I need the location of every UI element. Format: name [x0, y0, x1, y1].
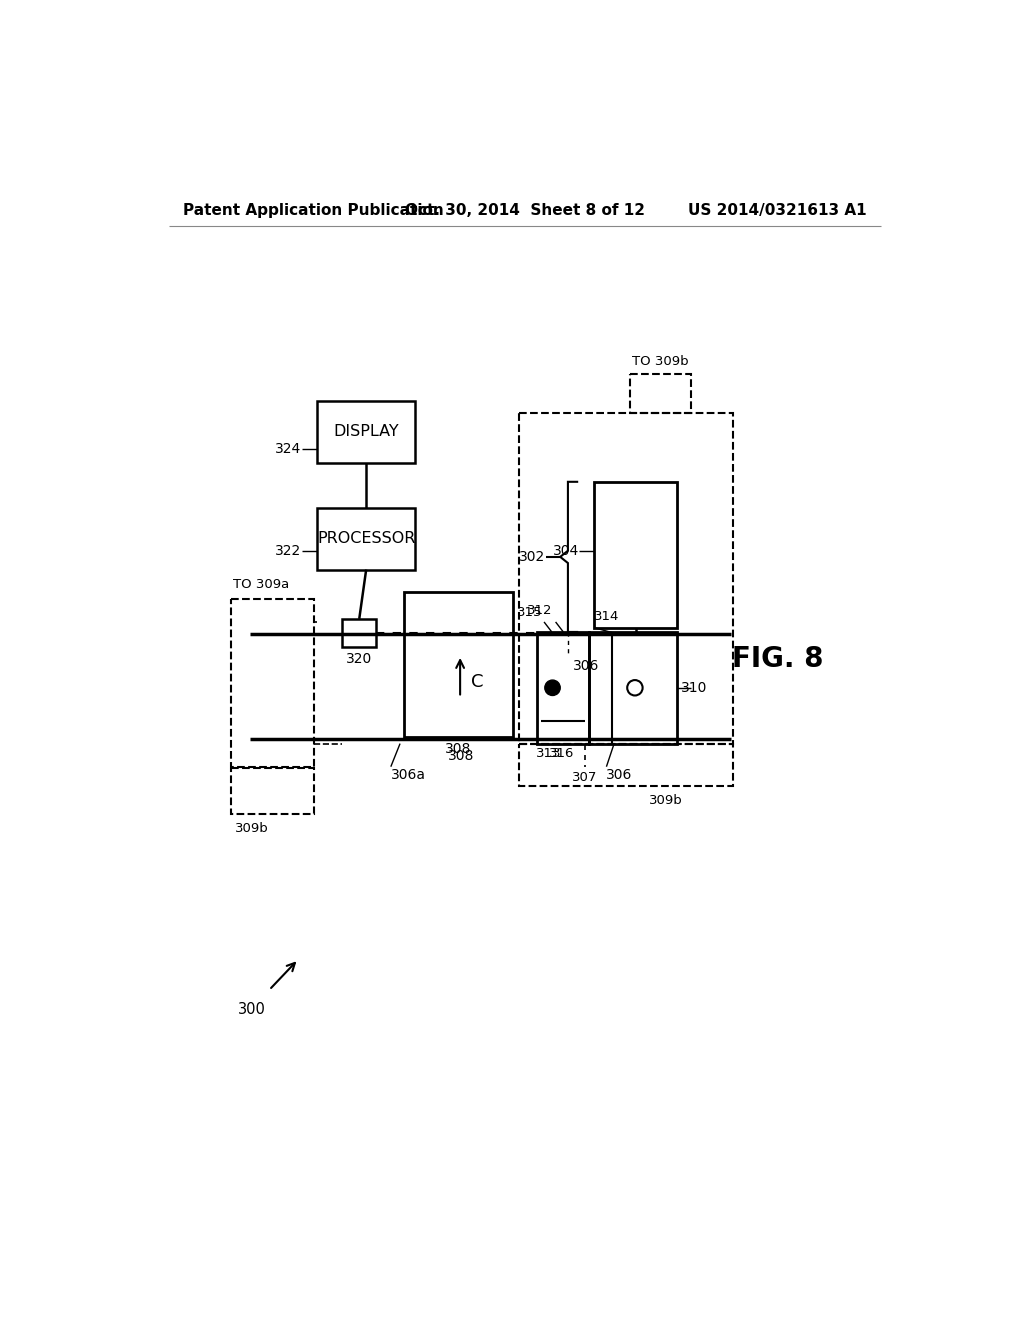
Bar	[403, 591, 513, 737]
Text: TO 309a: TO 309a	[233, 578, 289, 591]
Text: 304: 304	[553, 544, 579, 558]
Text: 324: 324	[275, 442, 301, 457]
Text: Oct. 30, 2014  Sheet 8 of 12: Oct. 30, 2014 Sheet 8 of 12	[404, 203, 645, 218]
Bar	[519, 743, 733, 785]
Bar	[316, 508, 416, 570]
Text: 309b: 309b	[649, 793, 683, 807]
Text: 300: 300	[239, 1002, 266, 1016]
Text: 315: 315	[517, 606, 543, 619]
Text: 306a: 306a	[391, 768, 426, 783]
Text: 313: 313	[536, 747, 561, 760]
Circle shape	[545, 680, 560, 696]
Text: 309b: 309b	[236, 822, 269, 836]
Text: 306: 306	[572, 659, 599, 673]
Text: C: C	[471, 673, 483, 690]
Text: 316: 316	[549, 747, 574, 760]
Bar	[594, 482, 677, 628]
Text: 308: 308	[445, 742, 472, 756]
Bar	[316, 401, 416, 462]
Text: 308: 308	[447, 748, 474, 763]
Text: 307: 307	[572, 771, 598, 784]
Bar	[342, 619, 376, 647]
Text: FIG. 8: FIG. 8	[731, 645, 823, 673]
Text: DISPLAY: DISPLAY	[334, 424, 399, 440]
Bar	[519, 412, 733, 743]
Bar	[538, 632, 589, 743]
Text: 314: 314	[594, 610, 620, 623]
Text: 310: 310	[681, 681, 708, 694]
Bar	[230, 599, 313, 767]
Text: 306: 306	[606, 768, 633, 783]
Text: US 2014/0321613 A1: US 2014/0321613 A1	[688, 203, 866, 218]
Text: 322: 322	[275, 544, 301, 558]
Text: Patent Application Publication: Patent Application Publication	[183, 203, 443, 218]
Text: 320: 320	[346, 652, 373, 665]
Text: TO 309b: TO 309b	[632, 355, 688, 368]
Text: 312: 312	[527, 603, 553, 616]
Bar	[589, 632, 677, 743]
Text: PROCESSOR: PROCESSOR	[317, 531, 416, 546]
Bar	[630, 374, 691, 412]
Text: 302: 302	[518, 550, 545, 564]
Bar	[230, 768, 313, 814]
